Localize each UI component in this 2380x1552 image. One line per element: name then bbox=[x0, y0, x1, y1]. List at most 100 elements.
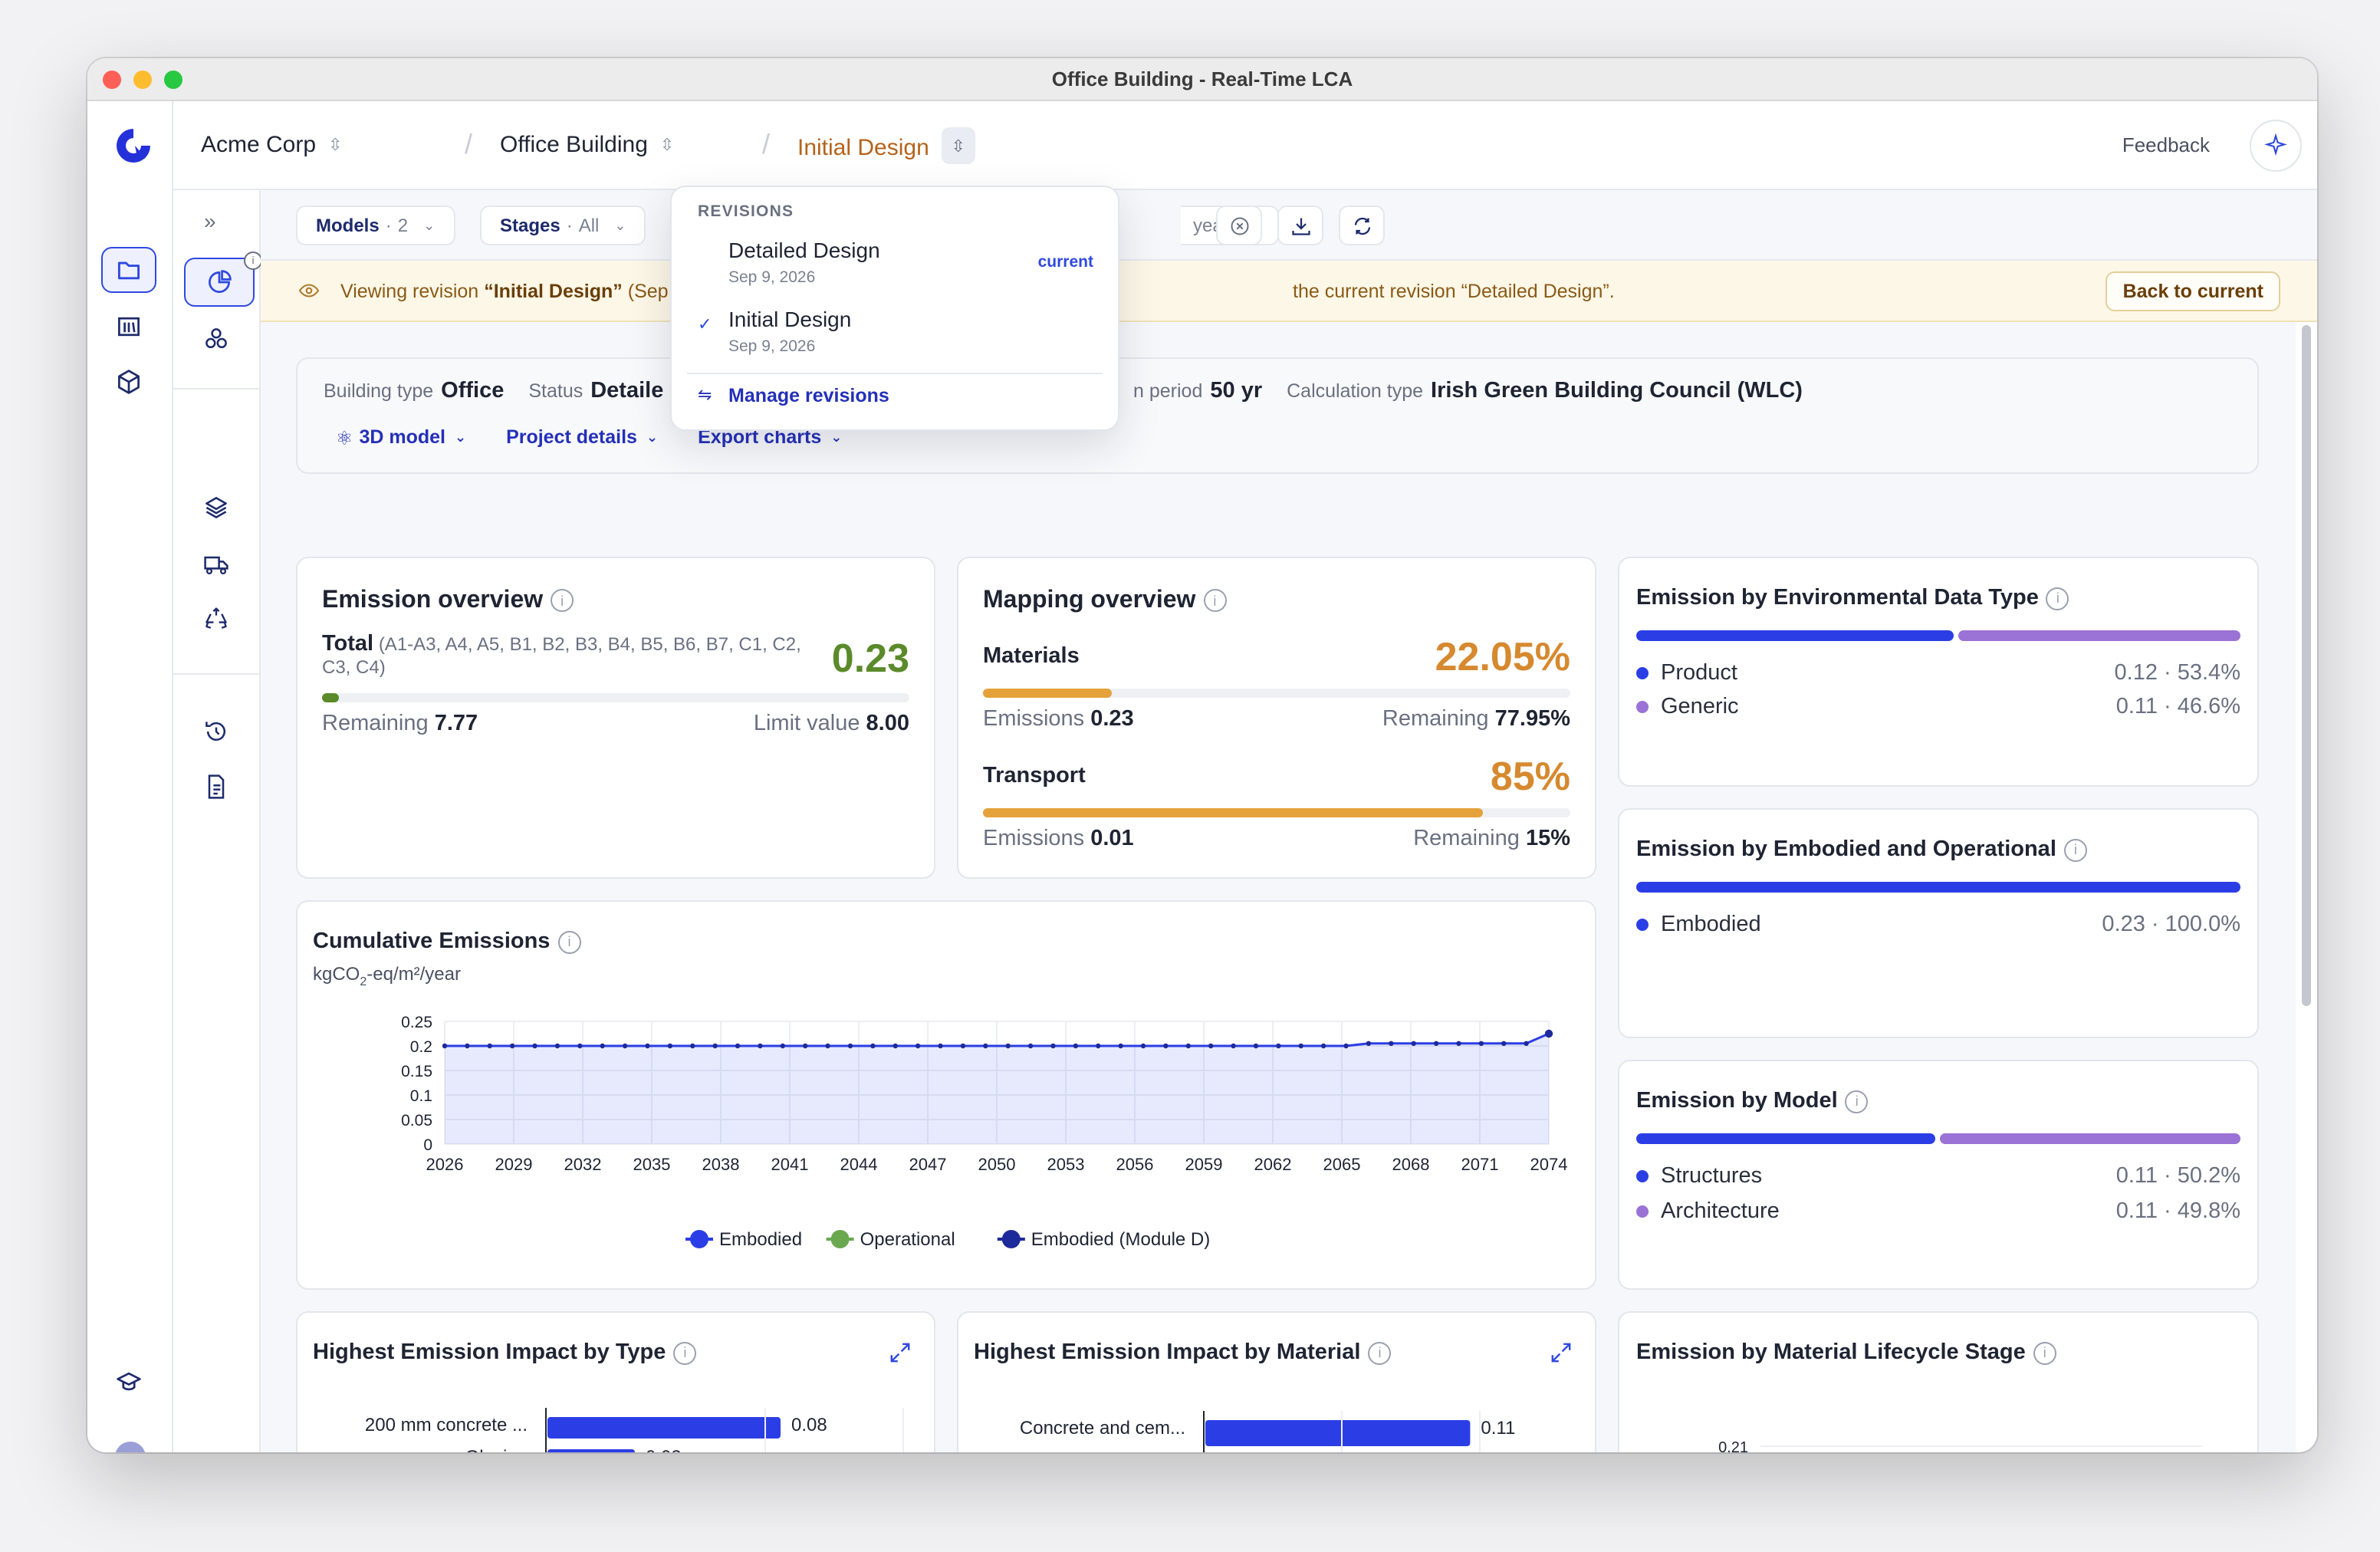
data-point bbox=[487, 1043, 492, 1049]
banner-suffix: the current revision bbox=[1293, 280, 1456, 301]
manage-revisions-link[interactable]: Manage revisions bbox=[728, 385, 889, 406]
cumulative-unit: kgCO2-eq/m²/year bbox=[313, 963, 461, 988]
data-point bbox=[983, 1043, 988, 1049]
models-filter[interactable]: Models · 2 ⌄ bbox=[296, 206, 455, 245]
embodied-operational-stacked-bar bbox=[1636, 882, 2240, 893]
env-type-row-product: Product 0.12 · 53.4% bbox=[1636, 661, 2240, 686]
x-tick-label: 2059 bbox=[1185, 1155, 1223, 1174]
env-type-row-generic: Generic 0.11 · 46.6% bbox=[1636, 695, 2240, 719]
zoom-window-button[interactable] bbox=[164, 71, 182, 89]
data-point bbox=[1027, 1043, 1034, 1049]
materials-emissions: Emissions 0.23 bbox=[983, 707, 1134, 732]
3d-model-link[interactable]: 3D model bbox=[359, 426, 445, 448]
data-point bbox=[825, 1043, 830, 1049]
breadcrumb-revision[interactable]: Initial Design ⇳ bbox=[797, 127, 975, 164]
info-icon[interactable]: i bbox=[1368, 1341, 1392, 1365]
category-label: 200 mm concrete ... bbox=[365, 1415, 528, 1435]
eye-icon bbox=[298, 284, 320, 298]
clear-filter-button[interactable] bbox=[1216, 206, 1262, 245]
info-icon[interactable]: i bbox=[2046, 587, 2069, 610]
project-details-link[interactable]: Project details bbox=[506, 426, 637, 448]
back-to-current-button[interactable]: Back to current bbox=[2106, 271, 2280, 311]
info-icon[interactable]: i bbox=[1845, 1090, 1869, 1113]
data-point bbox=[870, 1043, 876, 1049]
data-point bbox=[960, 1043, 966, 1049]
minimize-window-button[interactable] bbox=[133, 71, 152, 89]
calc-type-value: Irish Green Building Council (WLC) bbox=[1431, 379, 1803, 403]
env-type-stacked-bar bbox=[1636, 630, 2240, 641]
stages-filter[interactable]: Stages · All ⌄ bbox=[480, 206, 646, 245]
info-icon[interactable]: i bbox=[2063, 838, 2087, 862]
molecule-icon[interactable] bbox=[189, 316, 244, 362]
lifecycle-stage-card: Emission by Material Lifecycle Stage i 0.… bbox=[1618, 1311, 2259, 1452]
by-model-title-text: Emission by Model bbox=[1636, 1089, 1838, 1113]
data-point bbox=[1050, 1043, 1056, 1049]
data-point bbox=[1163, 1043, 1169, 1049]
document-icon[interactable] bbox=[189, 764, 244, 810]
history-icon[interactable] bbox=[189, 709, 244, 755]
impact-by-type-title: Highest Emission Impact by Type i bbox=[313, 1340, 697, 1365]
transport-label: Transport bbox=[983, 764, 1086, 788]
limit-label: Limit value bbox=[753, 712, 860, 736]
data-point bbox=[1389, 1041, 1394, 1046]
revision-option-initial[interactable]: ✓ Initial Design Sep 9, 2026 bbox=[672, 304, 1118, 365]
cube-icon[interactable] bbox=[101, 359, 156, 405]
data-point bbox=[1366, 1041, 1372, 1046]
data-point bbox=[442, 1043, 448, 1049]
library-icon[interactable] bbox=[101, 304, 156, 350]
chevron-down-icon: ⌄ bbox=[646, 429, 659, 445]
sliders-icon[interactable] bbox=[189, 1451, 244, 1452]
expand-icon[interactable] bbox=[888, 1340, 912, 1365]
dropdown-divider bbox=[687, 373, 1103, 374]
legend-label: Embodied bbox=[719, 1229, 802, 1250]
total-row: Total (A1-A3, A4, A5, B1, B2, B3, B4, B5… bbox=[322, 633, 816, 679]
expand-icon[interactable] bbox=[1549, 1340, 1573, 1365]
models-filter-label: Models bbox=[316, 215, 380, 236]
refresh-button[interactable] bbox=[1339, 206, 1385, 245]
content-scrollbar[interactable] bbox=[2302, 325, 2311, 1006]
info-icon[interactable]: i bbox=[1203, 589, 1227, 613]
revision-option-date: Sep 9, 2026 bbox=[728, 268, 816, 287]
close-window-button[interactable] bbox=[103, 71, 121, 89]
unit-text-end: -eq/m²/year bbox=[367, 963, 461, 985]
expand-icon[interactable]: » bbox=[204, 209, 216, 233]
revision-option-detailed[interactable]: Detailed Design Sep 9, 2026 bbox=[672, 233, 1118, 294]
data-point bbox=[1456, 1041, 1461, 1046]
stacked-bar-segment bbox=[1939, 1133, 2240, 1144]
building-type-value: Office bbox=[441, 379, 505, 403]
app-logo[interactable] bbox=[112, 124, 155, 167]
data-point bbox=[915, 1043, 921, 1049]
molecule-icon: ⚛ bbox=[336, 428, 353, 449]
data-point bbox=[1524, 1041, 1529, 1046]
chevron-updown-icon[interactable]: ⇳ bbox=[941, 127, 975, 164]
status-label: Status bbox=[528, 380, 583, 402]
breadcrumb-org[interactable]: Acme Corp ⇳ bbox=[201, 132, 343, 158]
dashboard-content: Building type Office Status Detaile n pe… bbox=[261, 322, 2296, 1452]
layers-icon[interactable] bbox=[189, 485, 244, 531]
recycle-icon[interactable] bbox=[189, 597, 244, 643]
banner-partial: (Sep bbox=[627, 280, 669, 301]
info-icon[interactable]: i bbox=[551, 589, 574, 613]
download-button[interactable] bbox=[1277, 206, 1323, 245]
info-icon[interactable]: i bbox=[557, 930, 581, 954]
graduation-cap-icon[interactable] bbox=[101, 1359, 156, 1405]
series-area-embodied bbox=[445, 1034, 1549, 1144]
by-model-label: Architecture bbox=[1661, 1199, 1780, 1224]
chart-pie-icon[interactable]: i bbox=[184, 252, 262, 307]
materials-percent: 22.05% bbox=[1435, 633, 1570, 679]
data-point bbox=[1478, 1041, 1484, 1046]
info-icon[interactable]: i bbox=[673, 1341, 697, 1365]
x-tick-label: 2029 bbox=[495, 1155, 533, 1174]
feedback-link[interactable]: Feedback bbox=[2122, 133, 2210, 156]
folder-icon[interactable] bbox=[101, 247, 156, 293]
truck-icon[interactable] bbox=[189, 541, 244, 587]
materials-remaining: Remaining 77.95% bbox=[1382, 707, 1570, 732]
title-bar: Office Building - Real-Time LCA bbox=[87, 58, 2317, 101]
bar-value-label: 0.03 bbox=[646, 1447, 682, 1452]
info-icon[interactable]: i bbox=[2033, 1341, 2056, 1365]
user-avatar[interactable]: JD bbox=[115, 1442, 146, 1452]
refresh-icon bbox=[1353, 216, 1370, 235]
sparkle-icon[interactable] bbox=[2250, 120, 2302, 172]
x-tick-label: 2035 bbox=[633, 1155, 671, 1174]
breadcrumb-project[interactable]: Office Building ⇳ bbox=[500, 132, 674, 158]
